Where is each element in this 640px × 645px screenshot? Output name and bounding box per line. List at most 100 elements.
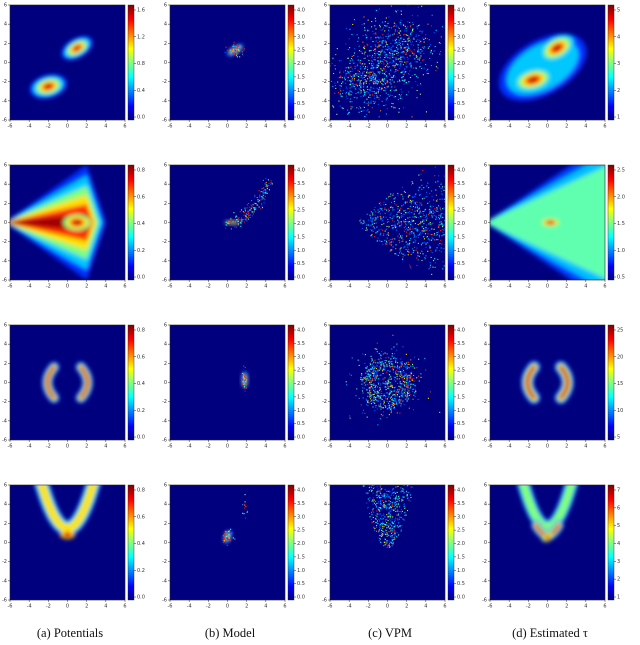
sample-dot (391, 227, 393, 229)
sample-dot (261, 205, 263, 207)
sample-dot (406, 375, 408, 377)
sample-dot (270, 183, 272, 185)
sample-dot (388, 511, 390, 513)
sample-dot (379, 388, 381, 390)
sample-dot (398, 496, 400, 498)
sample-dot (371, 386, 373, 388)
sample-dot (383, 366, 385, 368)
sample-dot (353, 75, 355, 78)
sample-dot (378, 497, 381, 499)
sample-dot (232, 50, 234, 52)
sample-dot (385, 357, 387, 359)
sample-dot (378, 531, 380, 533)
sample-dot (372, 229, 374, 231)
sample-dot (240, 219, 242, 221)
sample-dot (254, 208, 256, 210)
sample-dot (363, 377, 365, 379)
sample-dot (384, 489, 386, 491)
sample-dot (376, 64, 378, 66)
sample-dot (373, 33, 375, 35)
sample-dot (374, 81, 377, 83)
sample-dot (372, 497, 374, 499)
sample-dot (429, 282, 430, 283)
sample-dot (410, 203, 412, 205)
sample-dot (381, 360, 383, 363)
sample-dot (404, 201, 406, 203)
blob (74, 46, 80, 51)
panel: -6-6-4-4-2-2002244660.00.51.01.52.02.53.… (162, 483, 305, 610)
x-tick-label: 4 (104, 124, 107, 130)
sample-dot (390, 406, 392, 408)
sample-dot (385, 389, 387, 391)
sample-dot (396, 395, 399, 397)
sample-dot (371, 68, 373, 70)
y-tick-label: -4 (2, 418, 7, 424)
sample-dot (263, 202, 265, 204)
y-tick-label: -6 (482, 118, 487, 124)
sample-dot (334, 84, 336, 87)
sample-dot (379, 510, 381, 512)
sample-dot (401, 79, 403, 81)
sample-dot (412, 182, 414, 184)
sample-dot (399, 506, 401, 508)
sample-dot (403, 52, 405, 54)
sample-dot (400, 376, 402, 379)
sample-dot (419, 42, 421, 44)
sample-dot (376, 83, 378, 85)
y-tick-label: -2 (2, 79, 7, 85)
sample-dot (396, 33, 398, 35)
colorbar-tick-label: 1.0 (297, 248, 305, 254)
sample-dot (371, 500, 373, 502)
subfigure-caption: (b) Model (205, 626, 256, 640)
sample-dot (407, 38, 409, 40)
sample-dot (394, 492, 396, 494)
sample-dot (371, 399, 373, 401)
sample-dot (381, 21, 383, 23)
sample-dot (351, 85, 353, 87)
sample-dot (392, 194, 394, 196)
sample-dot (374, 385, 377, 387)
sample-dot (432, 238, 434, 240)
sample-dot (388, 512, 390, 514)
sample-dot (342, 107, 344, 109)
sample-dot (370, 383, 372, 385)
sample-dot (379, 26, 381, 28)
sample-dot (376, 97, 378, 99)
sample-dot (256, 197, 258, 199)
sample-dot (387, 356, 389, 358)
sample-dot (380, 52, 382, 54)
sample-dot (387, 520, 389, 522)
sample-dot (387, 232, 389, 234)
colorbar-tick-label: 1.5 (457, 394, 465, 400)
sample-dot (378, 44, 380, 46)
sample-dot (400, 71, 402, 74)
sample-dot (344, 70, 347, 72)
sample-dot (403, 371, 405, 373)
sample-dot (386, 97, 388, 99)
sample-dot (406, 497, 409, 499)
sample-dot (373, 209, 375, 211)
sample-dot (405, 220, 407, 222)
sample-dot (414, 207, 416, 209)
sample-dot (399, 30, 401, 32)
sample-dot (378, 540, 380, 542)
sample-dot (389, 501, 391, 503)
sample-dot (384, 362, 386, 364)
sample-dot (439, 42, 441, 44)
sample-dot (396, 58, 398, 60)
sample-dot (399, 368, 401, 370)
sample-dot (405, 222, 407, 224)
sample-dot (386, 382, 388, 384)
sample-dot (434, 208, 436, 210)
sample-dot (377, 490, 379, 492)
sample-dot (416, 264, 418, 267)
sample-dot (244, 218, 246, 220)
sample-dot (392, 402, 394, 404)
sample-dot (383, 364, 385, 366)
sample-dot (392, 492, 394, 494)
sample-dot (366, 90, 368, 93)
sample-dot (400, 391, 403, 394)
sample-dot (264, 192, 266, 194)
sample-dot (436, 207, 438, 209)
sample-dot (384, 531, 386, 533)
